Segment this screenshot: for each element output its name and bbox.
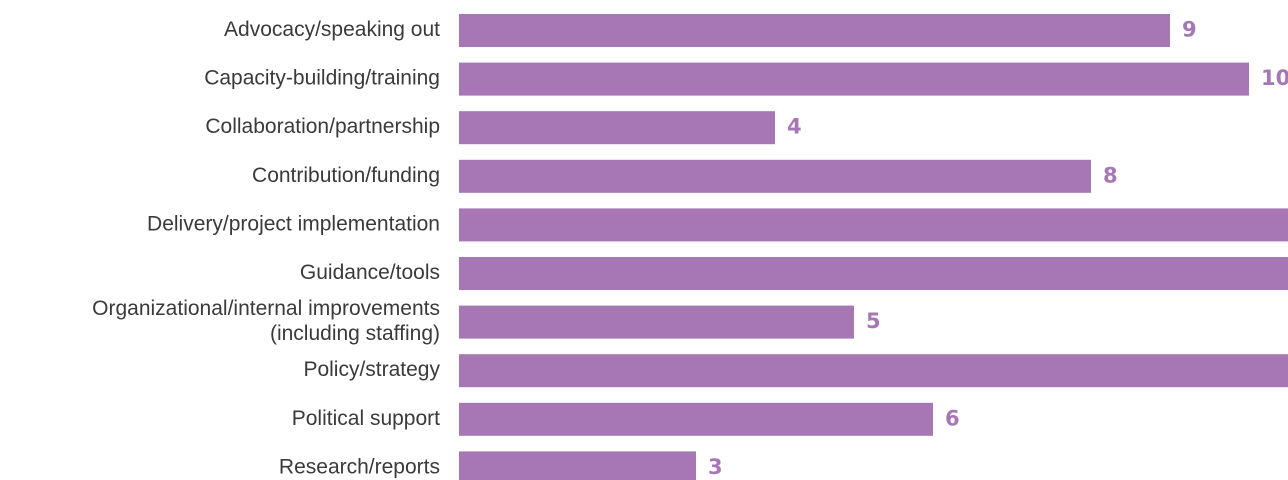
value-label: 9 xyxy=(1182,18,1197,42)
bar xyxy=(459,354,1288,388)
category-label: Political support xyxy=(292,407,440,430)
category-label: Organizational/internal improvements xyxy=(92,297,440,320)
bar xyxy=(459,62,1249,96)
bar xyxy=(459,208,1288,242)
bar xyxy=(459,14,1170,47)
value-label: 8 xyxy=(1103,163,1118,187)
bar xyxy=(459,305,854,339)
category-label: Capacity-building/training xyxy=(204,67,440,90)
category-label: Contribution/funding xyxy=(252,164,440,187)
category-label: Delivery/project implementation xyxy=(147,212,440,235)
category-label: Guidance/tools xyxy=(300,261,440,284)
value-label: 4 xyxy=(787,115,802,139)
category-label: Advocacy/speaking out xyxy=(224,18,440,41)
category-label: (including staffing) xyxy=(270,322,440,345)
bar xyxy=(459,451,696,480)
bar xyxy=(459,111,775,145)
value-label: 3 xyxy=(708,455,723,479)
category-label: Collaboration/partnership xyxy=(205,115,440,138)
bar xyxy=(459,257,1288,290)
value-label: 6 xyxy=(945,406,960,430)
value-label: 10 xyxy=(1261,66,1288,90)
value-label: 5 xyxy=(866,309,881,333)
bar xyxy=(459,402,933,436)
category-label: Research/reports xyxy=(279,455,440,478)
category-label: Policy/strategy xyxy=(303,358,440,381)
bar xyxy=(459,159,1091,193)
